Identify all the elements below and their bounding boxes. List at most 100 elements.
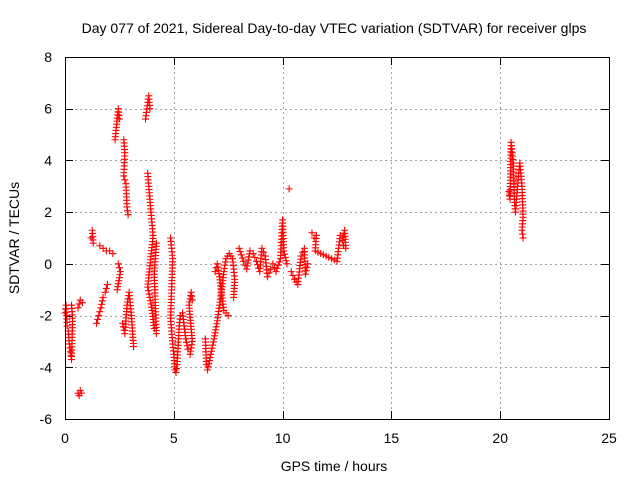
data-point	[275, 258, 283, 266]
data-point	[209, 338, 217, 346]
data-point	[115, 264, 123, 272]
data-point	[88, 226, 96, 234]
data-point	[114, 260, 122, 268]
x-tick-label: 0	[61, 430, 69, 446]
data-point	[182, 338, 190, 346]
data-point	[74, 304, 82, 312]
data-point	[265, 269, 273, 277]
plot-frame	[65, 57, 610, 420]
data-point	[235, 244, 243, 252]
y-axis-label: SDTVAR / TECUs	[6, 182, 22, 294]
data-point	[78, 299, 86, 307]
data-point	[204, 366, 212, 374]
y-tick-label: 4	[44, 152, 52, 168]
data-point	[183, 342, 191, 350]
data-point	[94, 315, 102, 323]
data-point	[101, 288, 109, 296]
data-point	[283, 260, 291, 268]
data-point	[249, 250, 257, 258]
data-point	[251, 253, 259, 261]
data-point	[336, 231, 344, 239]
data-point	[99, 293, 107, 301]
data-point	[302, 267, 310, 275]
data-point	[267, 265, 275, 273]
data-point	[204, 363, 212, 371]
data-point	[96, 308, 104, 316]
x-tick-label: 5	[170, 430, 178, 446]
y-tick-label: -4	[40, 359, 53, 375]
data-point	[152, 239, 160, 247]
data-point	[77, 389, 85, 397]
data-point	[269, 260, 277, 268]
data-point	[281, 250, 289, 258]
data-point	[205, 357, 213, 365]
data-point	[95, 312, 103, 320]
data-point	[519, 234, 527, 242]
chart-title: Day 077 of 2021, Sidereal Day-to-day VTE…	[82, 20, 587, 36]
data-point	[280, 247, 288, 255]
y-tick-label: -2	[40, 308, 53, 324]
y-tick-label: 0	[44, 256, 52, 272]
data-point	[98, 297, 106, 305]
data-point	[115, 115, 123, 123]
x-tick-label: 20	[492, 430, 508, 446]
data-point	[289, 271, 297, 279]
data-point	[273, 264, 281, 272]
data-point	[146, 105, 154, 113]
data-point	[285, 185, 293, 193]
data-point	[102, 284, 110, 292]
data-point	[68, 301, 76, 309]
data-point	[211, 268, 219, 276]
data-point	[145, 290, 153, 298]
data-point	[281, 253, 289, 261]
y-tick-label: 8	[44, 49, 52, 65]
data-point	[272, 268, 280, 276]
data-point	[301, 270, 309, 278]
data-point	[113, 286, 121, 294]
data-point	[182, 335, 190, 343]
data-point	[230, 293, 238, 301]
data-point	[308, 229, 316, 237]
data-point	[188, 296, 196, 304]
data-point	[236, 248, 244, 256]
data-point	[208, 344, 216, 352]
data-point	[144, 287, 152, 295]
data-point	[120, 172, 128, 180]
data-point	[93, 319, 101, 327]
data-layer	[61, 92, 527, 400]
data-point	[109, 250, 117, 258]
data-point	[103, 281, 111, 289]
data-point	[224, 312, 232, 320]
data-point	[287, 268, 295, 276]
data-point	[97, 304, 105, 312]
data-point	[237, 251, 245, 259]
data-point	[304, 260, 312, 268]
data-point	[263, 273, 271, 281]
data-point	[207, 347, 215, 355]
data-point	[258, 244, 266, 252]
data-point	[282, 257, 290, 265]
data-point	[144, 283, 152, 291]
data-point	[238, 254, 246, 262]
y-tick-label: -6	[40, 411, 53, 427]
data-point	[209, 341, 217, 349]
data-point	[297, 252, 305, 260]
data-point	[206, 353, 214, 361]
data-point	[340, 242, 348, 250]
data-point	[63, 322, 71, 330]
data-point	[130, 343, 138, 351]
data-point	[98, 300, 106, 308]
data-point	[75, 300, 83, 308]
data-point	[207, 350, 215, 358]
y-tick-label: 2	[44, 204, 52, 220]
data-point	[121, 176, 129, 184]
x-tick-label: 10	[275, 430, 291, 446]
data-point	[274, 261, 282, 269]
data-point	[239, 257, 247, 265]
x-tick-label: 15	[384, 430, 400, 446]
data-point	[205, 360, 213, 368]
x-tick-label: 25	[601, 430, 617, 446]
x-axis-label: GPS time / hours	[281, 458, 388, 474]
